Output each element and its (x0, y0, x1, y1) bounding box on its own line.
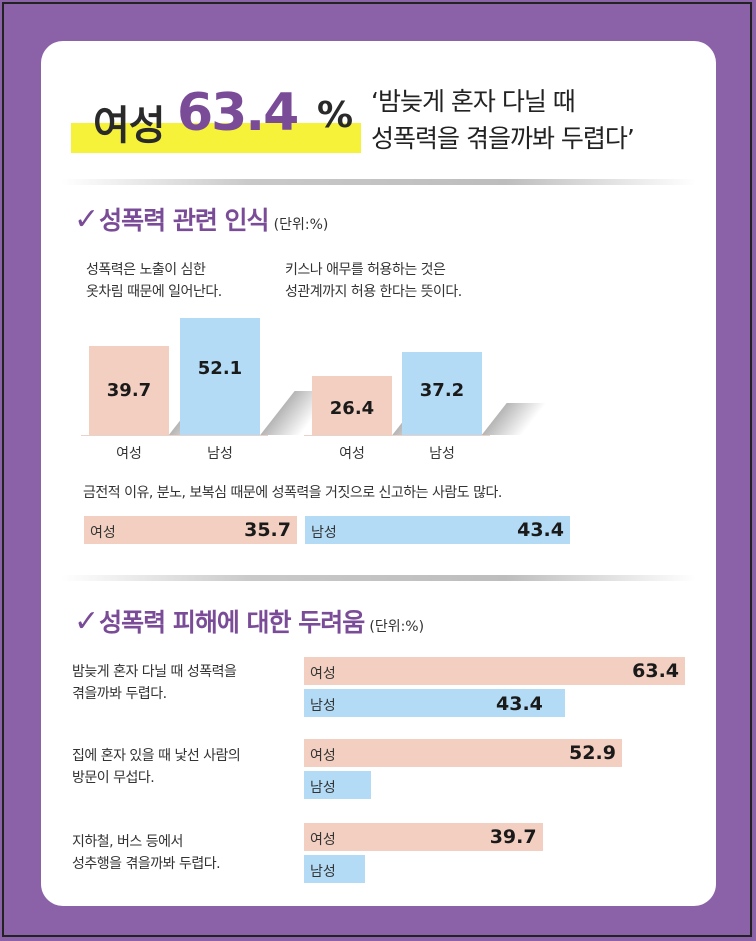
divider-2 (61, 575, 696, 581)
headline-percent: % (317, 95, 354, 136)
vertical-bar-female: 26.4 (312, 375, 392, 435)
section1-unit: (단위:%) (273, 217, 329, 233)
headline-number: 63.4 (177, 83, 299, 143)
fear-bar-female: 여성 39.7 (304, 823, 543, 851)
bar-value: 52.1 (197, 358, 243, 380)
vertical-bar-male: 37.2 (402, 351, 482, 435)
section1-title: ✓성폭력 관련 인식 (단위:%) (74, 201, 328, 237)
vertical-bar-male: 52.1 (180, 318, 260, 435)
bar-category-label: 여성 (116, 446, 142, 462)
hbar-value: 35.7 (244, 519, 291, 541)
chart-baseline (81, 435, 268, 436)
fear-bar-series-label: 남성 (310, 780, 336, 796)
section1-heading: 성폭력 관련 인식 (99, 206, 269, 235)
fear-bar-value: 39.7 (489, 826, 537, 848)
statement-3: 금전적 이유, 분노, 보복심 때문에 성폭력을 거짓으로 신고하는 사람도 많… (83, 485, 502, 501)
fear-bar-series-label: 남성 (310, 698, 336, 714)
hbar-series-label: 남성 (311, 525, 337, 541)
fear-bar-value: 43.4 (496, 693, 543, 715)
fear-bar-series-label: 여성 (310, 748, 336, 764)
fear-statement-2: 집에 혼자 있을 때 낯선 사람의 방문이 무섭다. (72, 748, 241, 786)
hbar-value: 43.4 (517, 519, 564, 541)
fear-bar-male: 남성 (304, 771, 371, 799)
section2-unit: (단위:%) (369, 619, 425, 635)
bar-value: 39.7 (106, 379, 152, 401)
headline-quote: ‘밤늦게 혼자 다닐 때 성폭력을 겪을까봐 두렵다’ (371, 83, 635, 157)
quote-line-2: 성폭력을 겪을까봐 두렵다’ (371, 124, 635, 153)
divider-1 (61, 179, 696, 185)
fear-statement-3: 지하철, 버스 등에서 성추행을 겪을까봐 두렵다. (72, 834, 221, 872)
bar-value: 37.2 (419, 380, 465, 402)
statement-1: 성폭력은 노출이 심한 옷차림 때문에 일어난다. (86, 262, 222, 300)
headline-female: 여성 (93, 103, 166, 149)
fear-bar-series-label: 여성 (310, 666, 336, 682)
statement-2: 키스나 애무를 허용하는 것은 성관계까지 허용 한다는 뜻이다. (285, 262, 462, 300)
checkmark-icon: ✓ (74, 604, 100, 639)
fear-bar-series-label: 여성 (310, 832, 336, 848)
infographic-card: 여성 63.4 % ‘밤늦게 혼자 다닐 때 성폭력을 겪을까봐 두렵다’ ✓성… (41, 41, 716, 906)
fear-bar-value: 63.4 (632, 660, 680, 682)
bar-shadow (482, 403, 547, 435)
bar-category-label: 남성 (207, 446, 233, 462)
bar-category-label: 남성 (429, 446, 455, 462)
chart-baseline (304, 435, 490, 436)
fear-bar-male: 남성 (304, 855, 366, 883)
vertical-bar-female: 39.7 (89, 346, 169, 435)
hbar-series-label: 여성 (90, 525, 116, 541)
fear-bar-value: 52.9 (569, 742, 616, 764)
fear-bar-male: 남성 (304, 689, 565, 717)
checkmark-icon: ✓ (74, 202, 100, 237)
bar-value: 26.4 (329, 398, 375, 420)
fear-bar-female: 여성 63.4 (304, 657, 686, 685)
bar-category-label: 여성 (339, 446, 365, 462)
section2-heading: 성폭력 피해에 대한 두려움 (99, 608, 365, 637)
headline-highlight (71, 123, 361, 153)
hbar-female: 여성 35.7 (84, 516, 297, 544)
fear-bar-series-label: 남성 (310, 864, 336, 880)
quote-line-1: ‘밤늦게 혼자 다닐 때 (371, 87, 576, 116)
hbar-male: 남성 43.4 (305, 516, 570, 544)
fear-bar-female: 여성 52.9 (304, 739, 622, 767)
section2-title: ✓성폭력 피해에 대한 두려움 (단위:%) (74, 603, 424, 639)
fear-statement-1: 밤늦게 혼자 다닐 때 성폭력을 겪을까봐 두렵다. (72, 664, 237, 702)
